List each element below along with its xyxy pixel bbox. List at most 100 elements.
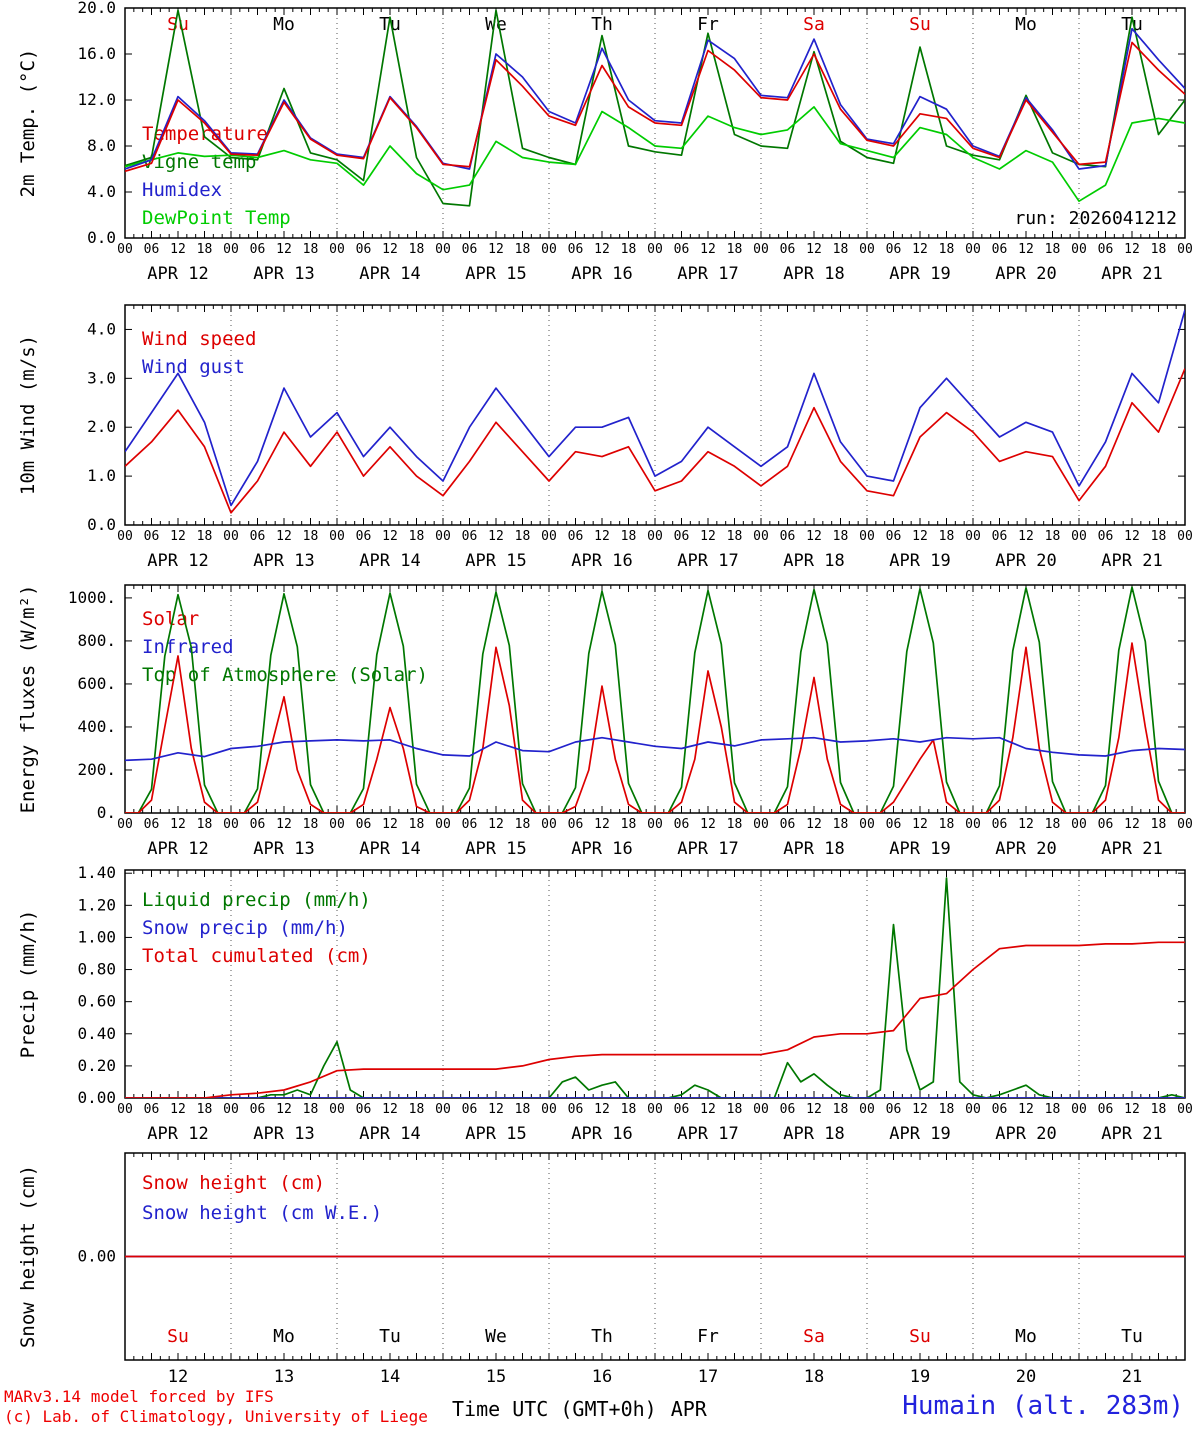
series-line <box>125 941 1185 1098</box>
x-date-label: APR 13 <box>253 551 314 571</box>
series-line <box>125 877 1185 1098</box>
legend-label: Snow height (cm W.E.) <box>142 1202 382 1224</box>
y-axis-label: 10m Wind (m/s) <box>17 335 39 495</box>
x-hour-label: 12 <box>1124 242 1140 257</box>
x-date-label: APR 19 <box>889 1124 950 1144</box>
x-date-label: APR 16 <box>571 551 632 571</box>
x-hour-label: 00 <box>1071 817 1087 832</box>
y-tick-label: 0.00 <box>77 1247 116 1266</box>
x-date-label: 12 <box>168 1367 188 1385</box>
x-hour-label: 06 <box>1098 242 1114 257</box>
x-hour-label: 06 <box>568 529 584 544</box>
x-hour-label: 06 <box>568 1102 584 1117</box>
x-hour-label: 00 <box>541 529 557 544</box>
x-hour-label: 06 <box>674 529 690 544</box>
x-hour-label: 12 <box>170 529 186 544</box>
x-hour-label: 00 <box>435 1102 451 1117</box>
x-hour-label: 12 <box>276 529 292 544</box>
x-hour-label: 18 <box>727 242 743 257</box>
x-hour-label: 00 <box>859 1102 875 1117</box>
legend-label: DewPoint Temp <box>142 207 291 229</box>
x-date-label: 18 <box>804 1367 824 1385</box>
x-hour-label: 00 <box>647 1102 663 1117</box>
legend-label: Wind gust <box>142 356 245 378</box>
x-date-label: APR 18 <box>783 551 844 571</box>
x-hour-label: 18 <box>939 242 955 257</box>
x-date-label: APR 18 <box>783 839 844 859</box>
x-date-label: APR 16 <box>571 839 632 859</box>
x-date-label: APR 21 <box>1101 551 1162 571</box>
x-hour-label: 12 <box>382 242 398 257</box>
x-hour-label: 00 <box>541 242 557 257</box>
x-hour-label: 18 <box>1151 529 1167 544</box>
y-tick-label: 8.0 <box>87 136 116 155</box>
x-hour-label: 00 <box>859 242 875 257</box>
x-hour-label: 00 <box>223 1102 239 1117</box>
x-date-label: 21 <box>1122 1367 1142 1385</box>
x-hour-label: 12 <box>276 1102 292 1117</box>
chart-svg: 0.00 0.20 0.40 0.60 0.80 1.00 1.20 1.40 00 06 12 18… <box>17 863 1193 1144</box>
x-date-label: APR 13 <box>253 839 314 859</box>
x-date-label: APR 14 <box>359 839 420 859</box>
legend-label: Snow precip (mm/h) <box>142 917 348 939</box>
x-date-label: APR 14 <box>359 551 420 571</box>
x-hour-label: 18 <box>1045 529 1061 544</box>
x-hour-label: 18 <box>1151 242 1167 257</box>
x-hour-label: 18 <box>303 1102 319 1117</box>
x-hour-label: 06 <box>356 1102 372 1117</box>
x-date-label: APR 18 <box>783 264 844 284</box>
x-hour-label: 18 <box>515 529 531 544</box>
x-date-label: APR 19 <box>889 264 950 284</box>
series-line <box>125 642 1185 813</box>
y-tick-label: 12.0 <box>77 90 116 109</box>
x-hour-label: 12 <box>594 1102 610 1117</box>
y-tick-label: 200. <box>77 760 116 779</box>
x-hour-label: 06 <box>356 817 372 832</box>
x-hour-label: 12 <box>170 817 186 832</box>
x-hour-label: 06 <box>992 817 1008 832</box>
x-hour-label: 00 <box>117 529 133 544</box>
day-of-week-label: Tu <box>1121 1326 1143 1347</box>
y-tick-label: 2.0 <box>87 417 116 436</box>
x-date-label: 16 <box>592 1367 612 1385</box>
x-hour-label: 06 <box>780 1102 796 1117</box>
x-hour-label: 18 <box>621 529 637 544</box>
run-label: run: 2026041212 <box>1014 208 1177 229</box>
x-hour-label: 00 <box>647 529 663 544</box>
chart-svg: 0.0 4.0 8.0 12.0 16.0 20.0 00 06 12 18 00 06 12 18 00 0… <box>17 0 1193 284</box>
x-hour-label: 12 <box>1018 242 1034 257</box>
x-hour-label: 06 <box>1098 1102 1114 1117</box>
x-date-label: 13 <box>274 1367 294 1385</box>
month-label: APR <box>670 1397 707 1421</box>
x-hour-label: 00 <box>647 242 663 257</box>
x-hour-label: 12 <box>170 1102 186 1117</box>
legend-label: Vigne temp <box>142 151 256 173</box>
series-line <box>125 736 1185 762</box>
x-hour-label: 06 <box>462 242 478 257</box>
panel-10m-wind: 0.0 1.0 2.0 3.0 4.0 00 06 12 18 00 06 12 18 00 06 12 18 0… <box>0 295 1194 575</box>
x-date-label: APR 12 <box>147 1124 208 1144</box>
y-tick-label: 800. <box>77 631 116 650</box>
x-hour-label: 12 <box>700 817 716 832</box>
day-of-week-label: Mo <box>273 1326 295 1347</box>
x-hour-label: 00 <box>117 242 133 257</box>
legend-label: Snow height (cm) <box>142 1172 325 1194</box>
x-hour-label: 18 <box>303 529 319 544</box>
day-of-week-label: Tu <box>379 1326 401 1347</box>
x-date-label: APR 21 <box>1101 1124 1162 1144</box>
x-hour-label: 18 <box>833 529 849 544</box>
x-hour-label: 00 <box>859 529 875 544</box>
x-hour-label: 06 <box>1098 529 1114 544</box>
x-date-label: APR 19 <box>889 551 950 571</box>
x-hour-label: 12 <box>488 529 504 544</box>
day-of-week-label: Su <box>167 1326 189 1347</box>
day-of-week-label: We <box>485 1326 507 1347</box>
panel-energy-fluxes: 0. 200. 400. 600. 800. 1000. 00 06 12 18 00 06 12 18 0… <box>0 575 1194 860</box>
x-date-label: APR 21 <box>1101 839 1162 859</box>
x-hour-label: 06 <box>886 242 902 257</box>
x-hour-label: 00 <box>329 529 345 544</box>
x-date-label: APR 21 <box>1101 264 1162 284</box>
x-hour-label: 00 <box>965 529 981 544</box>
x-hour-label: 06 <box>886 1102 902 1117</box>
x-hour-label: 00 <box>117 817 133 832</box>
